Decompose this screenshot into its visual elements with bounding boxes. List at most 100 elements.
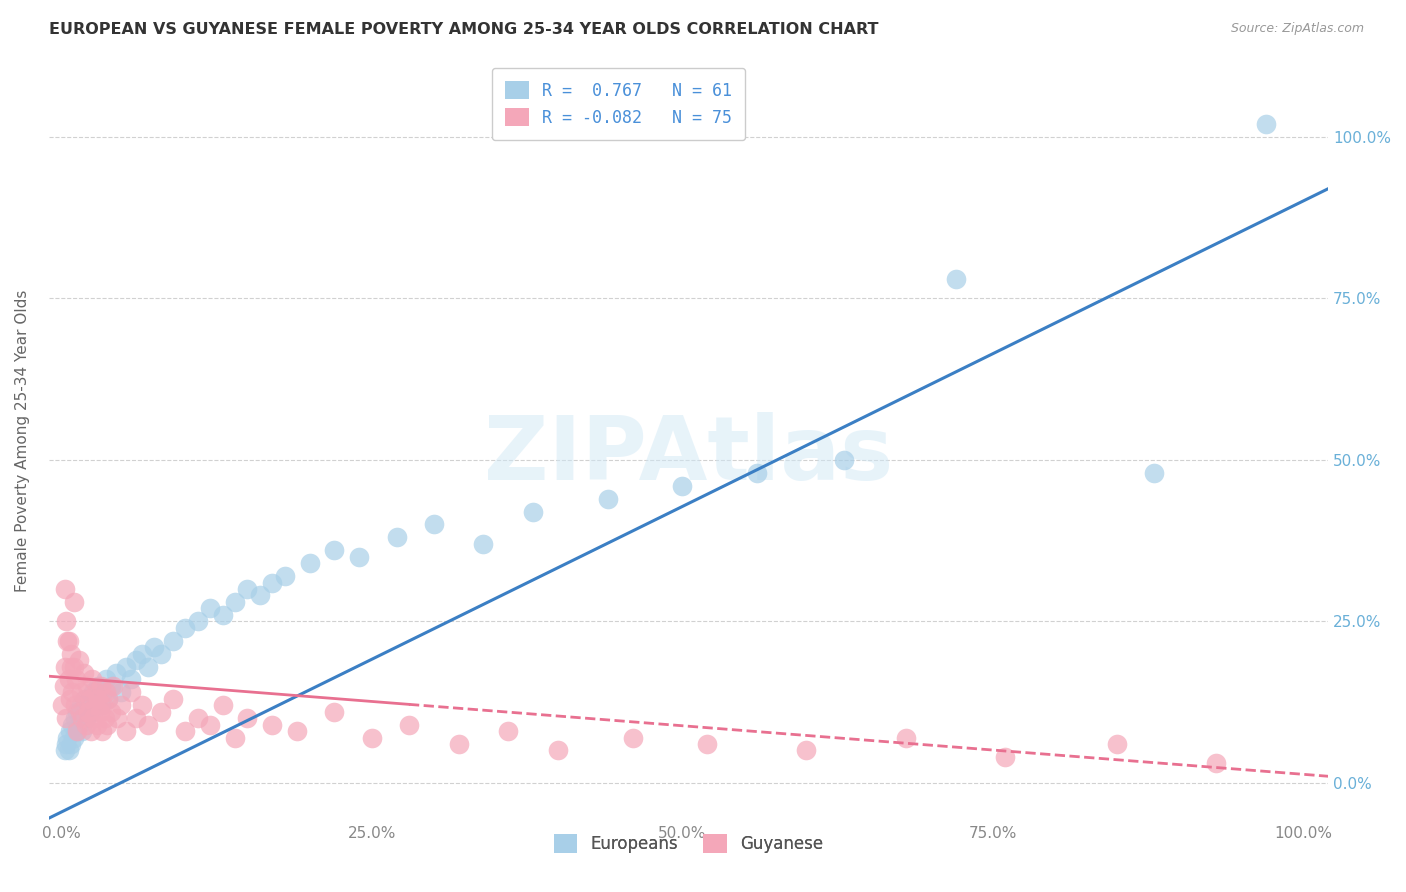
Point xyxy=(174,724,197,739)
Point xyxy=(93,698,115,713)
Point xyxy=(349,549,371,564)
Point xyxy=(75,711,97,725)
Point xyxy=(83,698,105,713)
Point xyxy=(149,647,172,661)
Point xyxy=(59,724,82,739)
Point xyxy=(103,679,125,693)
Point xyxy=(894,731,917,745)
Point xyxy=(55,711,77,725)
Point xyxy=(65,673,87,687)
Point xyxy=(236,711,259,725)
Point xyxy=(200,601,222,615)
Point xyxy=(55,737,77,751)
Point xyxy=(671,479,693,493)
Text: ZIPAtlas: ZIPAtlas xyxy=(484,412,893,500)
Point xyxy=(224,731,246,745)
Point xyxy=(94,685,117,699)
Point xyxy=(224,595,246,609)
Legend: Europeans, Guyanese: Europeans, Guyanese xyxy=(540,822,837,866)
Point xyxy=(52,679,75,693)
Point xyxy=(131,698,153,713)
Point xyxy=(76,679,98,693)
Point xyxy=(1254,117,1277,131)
Point xyxy=(91,724,114,739)
Point xyxy=(262,575,284,590)
Point xyxy=(187,711,209,725)
Point xyxy=(63,698,86,713)
Text: Source: ZipAtlas.com: Source: ZipAtlas.com xyxy=(1230,22,1364,36)
Point xyxy=(211,607,233,622)
Point xyxy=(82,673,104,687)
Point xyxy=(1105,737,1128,751)
Point xyxy=(58,673,80,687)
Point xyxy=(596,491,619,506)
Point xyxy=(82,685,104,699)
Point xyxy=(547,743,569,757)
Point xyxy=(70,685,93,699)
Point xyxy=(80,705,103,719)
Point xyxy=(100,705,122,719)
Point xyxy=(105,711,128,725)
Point xyxy=(994,750,1017,764)
Point xyxy=(385,530,408,544)
Point xyxy=(62,731,84,745)
Point xyxy=(114,659,136,673)
Point xyxy=(59,691,82,706)
Point xyxy=(97,691,120,706)
Point xyxy=(187,615,209,629)
Point xyxy=(66,705,89,719)
Point xyxy=(65,724,87,739)
Point xyxy=(93,711,115,725)
Point xyxy=(79,691,101,706)
Point xyxy=(60,737,83,751)
Point xyxy=(131,647,153,661)
Point xyxy=(94,673,117,687)
Point xyxy=(945,272,967,286)
Point xyxy=(97,691,120,706)
Point xyxy=(696,737,718,751)
Point xyxy=(162,633,184,648)
Point xyxy=(125,711,148,725)
Point xyxy=(84,691,107,706)
Point xyxy=(621,731,644,745)
Point xyxy=(77,705,100,719)
Point xyxy=(60,685,83,699)
Point xyxy=(285,724,308,739)
Point xyxy=(72,711,94,725)
Point xyxy=(120,673,142,687)
Point xyxy=(423,517,446,532)
Point xyxy=(66,724,89,739)
Point xyxy=(174,621,197,635)
Point xyxy=(58,633,80,648)
Point xyxy=(323,705,346,719)
Point xyxy=(1205,756,1227,771)
Point xyxy=(110,685,132,699)
Point xyxy=(262,717,284,731)
Point xyxy=(93,685,115,699)
Point xyxy=(75,717,97,731)
Point xyxy=(77,698,100,713)
Point xyxy=(200,717,222,731)
Point xyxy=(211,698,233,713)
Text: EUROPEAN VS GUYANESE FEMALE POVERTY AMONG 25-34 YEAR OLDS CORRELATION CHART: EUROPEAN VS GUYANESE FEMALE POVERTY AMON… xyxy=(49,22,879,37)
Point xyxy=(162,691,184,706)
Point xyxy=(89,705,111,719)
Point xyxy=(51,698,73,713)
Point xyxy=(360,731,382,745)
Point xyxy=(236,582,259,596)
Point xyxy=(62,659,84,673)
Point xyxy=(60,659,83,673)
Point xyxy=(298,556,321,570)
Point xyxy=(69,705,91,719)
Point xyxy=(472,537,495,551)
Point xyxy=(100,679,122,693)
Y-axis label: Female Poverty Among 25-34 Year Olds: Female Poverty Among 25-34 Year Olds xyxy=(15,289,30,591)
Point xyxy=(136,717,159,731)
Point xyxy=(522,504,544,518)
Point xyxy=(87,679,110,693)
Point xyxy=(56,731,79,745)
Point xyxy=(82,711,104,725)
Point xyxy=(63,711,86,725)
Point xyxy=(90,698,112,713)
Point xyxy=(832,453,855,467)
